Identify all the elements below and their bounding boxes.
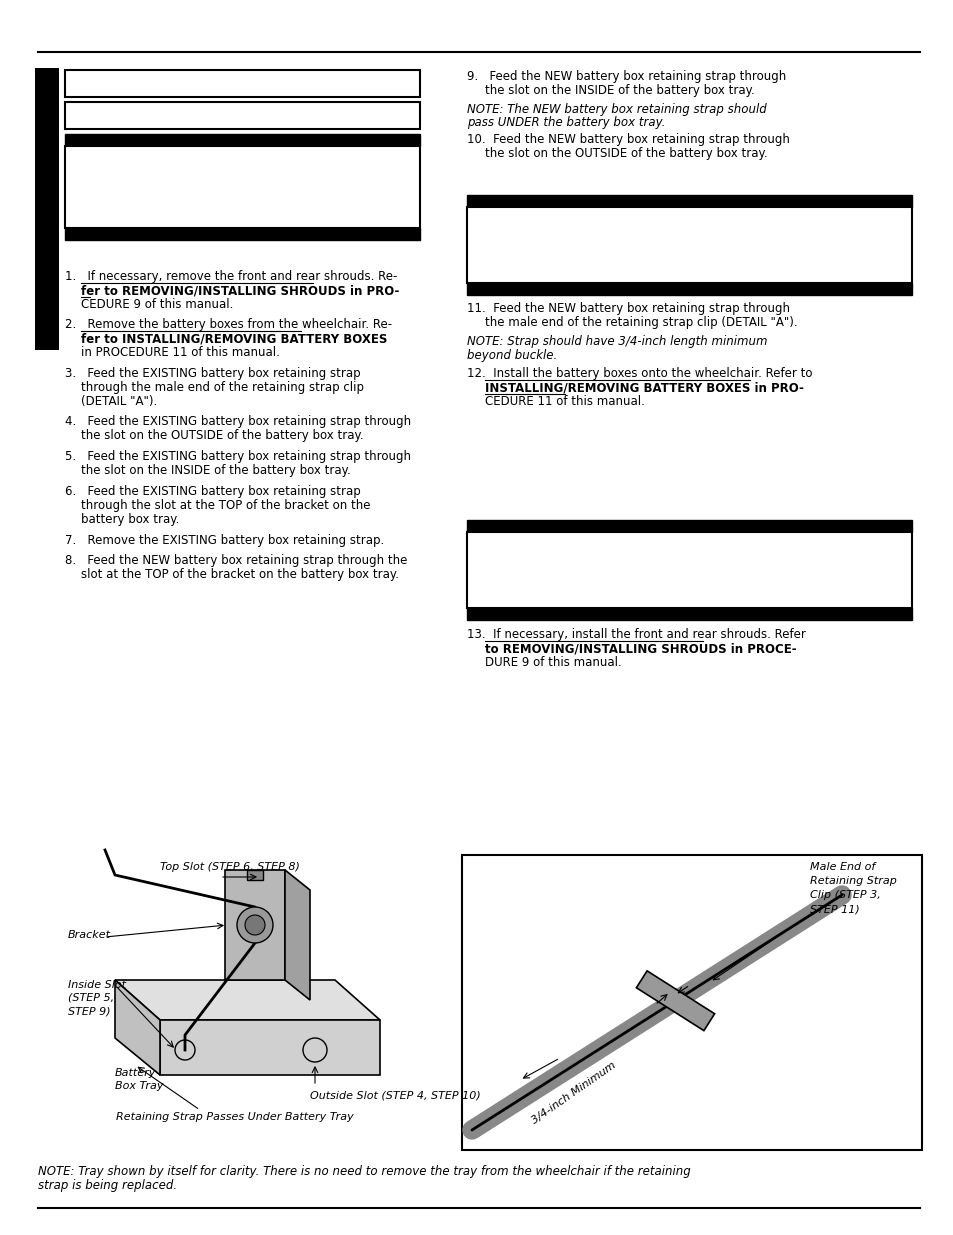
Text: Clip (STEP 3,: Clip (STEP 3, [809,890,880,900]
Text: (DETAIL "A").: (DETAIL "A"). [81,395,157,408]
Text: Retaining Strap: Retaining Strap [809,876,896,885]
Text: the slot on the OUTSIDE of the battery box tray.: the slot on the OUTSIDE of the battery b… [484,147,767,161]
Text: strap is being replaced.: strap is being replaced. [38,1179,177,1192]
Text: the slot on the INSIDE of the battery box tray.: the slot on the INSIDE of the battery bo… [484,84,754,98]
Text: the male end of the retaining strap clip (DETAIL "A").: the male end of the retaining strap clip… [484,316,797,329]
Text: NOTE: Strap should have 3/4-inch length minimum: NOTE: Strap should have 3/4-inch length … [467,335,767,348]
Text: pass UNDER the battery box tray.: pass UNDER the battery box tray. [467,116,665,128]
Text: INSTALLING/REMOVING BATTERY BOXES in PRO-: INSTALLING/REMOVING BATTERY BOXES in PRO… [484,382,803,394]
Bar [65,103,419,128]
Text: 5.   Feed the EXISTING battery box retaining strap through: 5. Feed the EXISTING battery box retaini… [65,450,411,463]
Polygon shape [636,971,714,1031]
Bar [467,195,911,207]
Text: Box Tray: Box Tray [115,1081,163,1091]
Polygon shape [247,869,263,881]
Text: 2.   Remove the battery boxes from the wheelchair. Re-: 2. Remove the battery boxes from the whe… [65,317,392,331]
Bar [65,135,419,146]
Bar [65,146,419,228]
Circle shape [236,906,273,944]
Polygon shape [115,981,379,1020]
Bar [65,228,419,240]
Bar [467,283,911,295]
Bar [35,68,59,350]
Bar [467,608,911,620]
Text: 8.   Feed the NEW battery box retaining strap through the: 8. Feed the NEW battery box retaining st… [65,555,407,567]
Text: Top Slot (STEP 6, STEP 8): Top Slot (STEP 6, STEP 8) [160,862,299,872]
Text: NOTE: Tray shown by itself for clarity. There is no need to remove the tray from: NOTE: Tray shown by itself for clarity. … [38,1165,690,1178]
Text: 1.   If necessary, remove the front and rear shrouds. Re-: 1. If necessary, remove the front and re… [65,270,397,283]
Text: through the male end of the retaining strap clip: through the male end of the retaining st… [81,382,364,394]
Text: beyond buckle.: beyond buckle. [467,350,557,362]
Text: Inside Slot: Inside Slot [68,981,126,990]
Text: STEP 11): STEP 11) [809,904,859,914]
Polygon shape [225,869,285,981]
Text: Outside Slot (STEP 4, STEP 10): Outside Slot (STEP 4, STEP 10) [310,1091,480,1100]
Bar [467,207,911,283]
Polygon shape [285,869,310,1000]
Polygon shape [115,981,160,1074]
Text: DURE 9 of this manual.: DURE 9 of this manual. [484,656,621,669]
Text: 3/4-inch Minimum: 3/4-inch Minimum [530,1060,618,1126]
Text: battery box tray.: battery box tray. [81,513,179,526]
Text: (STEP 5,: (STEP 5, [68,993,114,1003]
Bar [467,520,911,532]
Text: 6.   Feed the EXISTING battery box retaining strap: 6. Feed the EXISTING battery box retaini… [65,485,360,498]
Text: 9.   Feed the NEW battery box retaining strap through: 9. Feed the NEW battery box retaining st… [467,70,785,83]
Text: Male End of: Male End of [809,862,874,872]
Text: STEP 9): STEP 9) [68,1007,111,1016]
Bar [461,855,921,1150]
Text: CEDURE 11 of this manual.: CEDURE 11 of this manual. [484,395,644,408]
Circle shape [245,915,265,935]
Text: NOTE: The NEW battery box retaining strap should: NOTE: The NEW battery box retaining stra… [467,103,766,116]
Text: 10.  Feed the NEW battery box retaining strap through: 10. Feed the NEW battery box retaining s… [467,133,789,146]
Text: 4.   Feed the EXISTING battery box retaining strap through: 4. Feed the EXISTING battery box retaini… [65,415,411,429]
Text: Bracket: Bracket [68,930,111,940]
Text: the slot on the INSIDE of the battery box tray.: the slot on the INSIDE of the battery bo… [81,464,351,477]
Text: fer to REMOVING/INSTALLING SHROUDS in PRO-: fer to REMOVING/INSTALLING SHROUDS in PR… [81,284,399,296]
Text: 13.  If necessary, install the front and rear shrouds. Refer: 13. If necessary, install the front and … [467,629,805,641]
Text: to REMOVING/INSTALLING SHROUDS in PROCE-: to REMOVING/INSTALLING SHROUDS in PROCE- [484,642,796,655]
Text: slot at the TOP of the bracket on the battery box tray.: slot at the TOP of the bracket on the ba… [81,568,398,580]
Bar [65,70,419,98]
Text: Battery: Battery [115,1068,156,1078]
Text: Retaining Strap Passes Under Battery Tray: Retaining Strap Passes Under Battery Tra… [116,1112,354,1123]
Bar [467,532,911,608]
Text: 12.  Install the battery boxes onto the wheelchair. Refer to: 12. Install the battery boxes onto the w… [467,367,812,380]
Polygon shape [160,1020,379,1074]
Text: in PROCEDURE 11 of this manual.: in PROCEDURE 11 of this manual. [81,346,279,359]
Text: 11.  Feed the NEW battery box retaining strap through: 11. Feed the NEW battery box retaining s… [467,303,789,315]
Text: 7.   Remove the EXISTING battery box retaining strap.: 7. Remove the EXISTING battery box retai… [65,534,384,547]
Text: through the slot at the TOP of the bracket on the: through the slot at the TOP of the brack… [81,499,370,513]
Text: the slot on the OUTSIDE of the battery box tray.: the slot on the OUTSIDE of the battery b… [81,429,363,442]
Text: 3.   Feed the EXISTING battery box retaining strap: 3. Feed the EXISTING battery box retaini… [65,367,360,380]
Text: CEDURE 9 of this manual.: CEDURE 9 of this manual. [81,298,233,311]
Text: fer to INSTALLING/REMOVING BATTERY BOXES: fer to INSTALLING/REMOVING BATTERY BOXES [81,332,387,345]
